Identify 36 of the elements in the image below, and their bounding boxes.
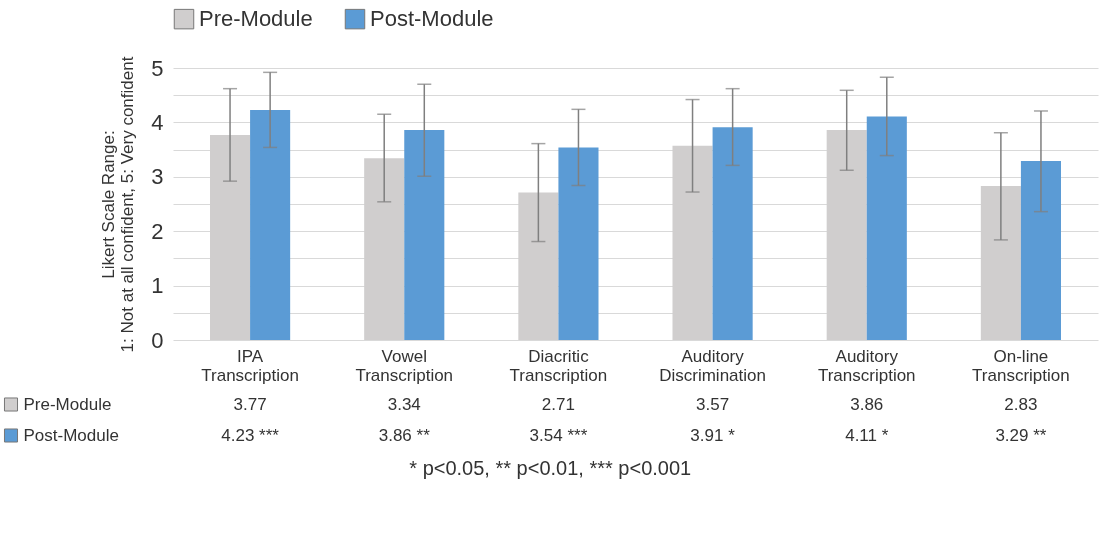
data-label: 3.86: [850, 394, 884, 414]
x-tick-label: IPA Transcription: [201, 346, 299, 385]
data-label: 3.91 *: [690, 425, 736, 445]
data-label: 3.34: [387, 394, 421, 414]
x-tick-label: Diacritic Transcription: [509, 346, 608, 385]
y-tick-label: 4: [151, 109, 164, 135]
y-tick-label: 3: [151, 164, 164, 190]
bar: [866, 116, 907, 340]
text: Post-Module: [23, 426, 119, 445]
data-label: 4.23 ***: [221, 425, 280, 445]
bar: [250, 109, 291, 340]
legend-label: Pre-Module: [199, 6, 313, 32]
y-tick-label: 5: [151, 55, 164, 81]
bar: [712, 127, 753, 340]
y-axis-title: Likert Scale Range: 1: Not at all confident, 5: Very confident: [99, 56, 138, 353]
x-tick-label: Auditory Transcription: [817, 346, 916, 385]
data-label: 2.83: [1004, 394, 1038, 414]
bar: [404, 130, 445, 340]
bar: [558, 147, 599, 340]
bar: [1020, 161, 1061, 340]
legend-label: Post-Module: [370, 6, 494, 32]
data-label: 3.54 ***: [529, 425, 588, 445]
data-label: 2.71: [541, 394, 575, 414]
x-tick-label: Auditory Discrimination: [659, 346, 766, 385]
y-tick-label: 1: [151, 273, 164, 299]
data-label: 4.11 *: [845, 425, 889, 445]
data-label: 3.29 **: [995, 425, 1047, 445]
x-tick-label: Vowel Transcription: [355, 346, 454, 385]
data-label: 3.86 **: [378, 425, 431, 445]
data-label: 3.57: [696, 394, 730, 414]
y-tick-label: 2: [151, 218, 164, 244]
text: * p<0.05, ** p<0.01, *** p<0.001: [409, 457, 692, 479]
y-tick-label: 0: [151, 327, 164, 353]
x-tick-label: On-line Transcription: [972, 346, 1070, 385]
text: Pre-Module: [23, 395, 112, 414]
data-label: 3.77: [233, 394, 267, 414]
